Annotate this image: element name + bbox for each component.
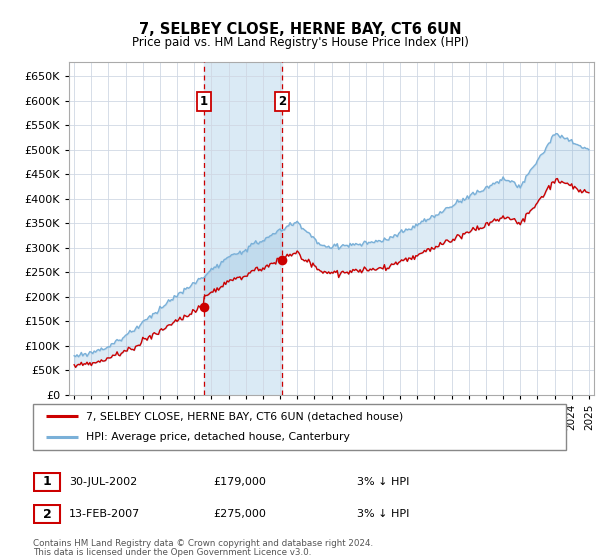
Text: 2: 2 xyxy=(278,95,286,108)
Text: 3% ↓ HPI: 3% ↓ HPI xyxy=(357,477,409,487)
Text: £179,000: £179,000 xyxy=(213,477,266,487)
Text: 1: 1 xyxy=(200,95,208,108)
Bar xyxy=(204,62,282,395)
Text: HPI: Average price, detached house, Canterbury: HPI: Average price, detached house, Cant… xyxy=(86,432,350,442)
FancyBboxPatch shape xyxy=(34,473,61,491)
Text: 1: 1 xyxy=(43,475,52,488)
Text: 30-JUL-2002: 30-JUL-2002 xyxy=(69,477,137,487)
Text: 3% ↓ HPI: 3% ↓ HPI xyxy=(357,509,409,519)
Text: £275,000: £275,000 xyxy=(213,509,266,519)
Text: 7, SELBEY CLOSE, HERNE BAY, CT6 6UN: 7, SELBEY CLOSE, HERNE BAY, CT6 6UN xyxy=(139,22,461,38)
Text: Price paid vs. HM Land Registry's House Price Index (HPI): Price paid vs. HM Land Registry's House … xyxy=(131,36,469,49)
FancyBboxPatch shape xyxy=(34,505,61,523)
Text: 7, SELBEY CLOSE, HERNE BAY, CT6 6UN (detached house): 7, SELBEY CLOSE, HERNE BAY, CT6 6UN (det… xyxy=(86,411,404,421)
FancyBboxPatch shape xyxy=(33,404,566,450)
Text: 2: 2 xyxy=(43,507,52,521)
Text: This data is licensed under the Open Government Licence v3.0.: This data is licensed under the Open Gov… xyxy=(33,548,311,557)
Text: Contains HM Land Registry data © Crown copyright and database right 2024.: Contains HM Land Registry data © Crown c… xyxy=(33,539,373,548)
Text: 13-FEB-2007: 13-FEB-2007 xyxy=(69,509,140,519)
